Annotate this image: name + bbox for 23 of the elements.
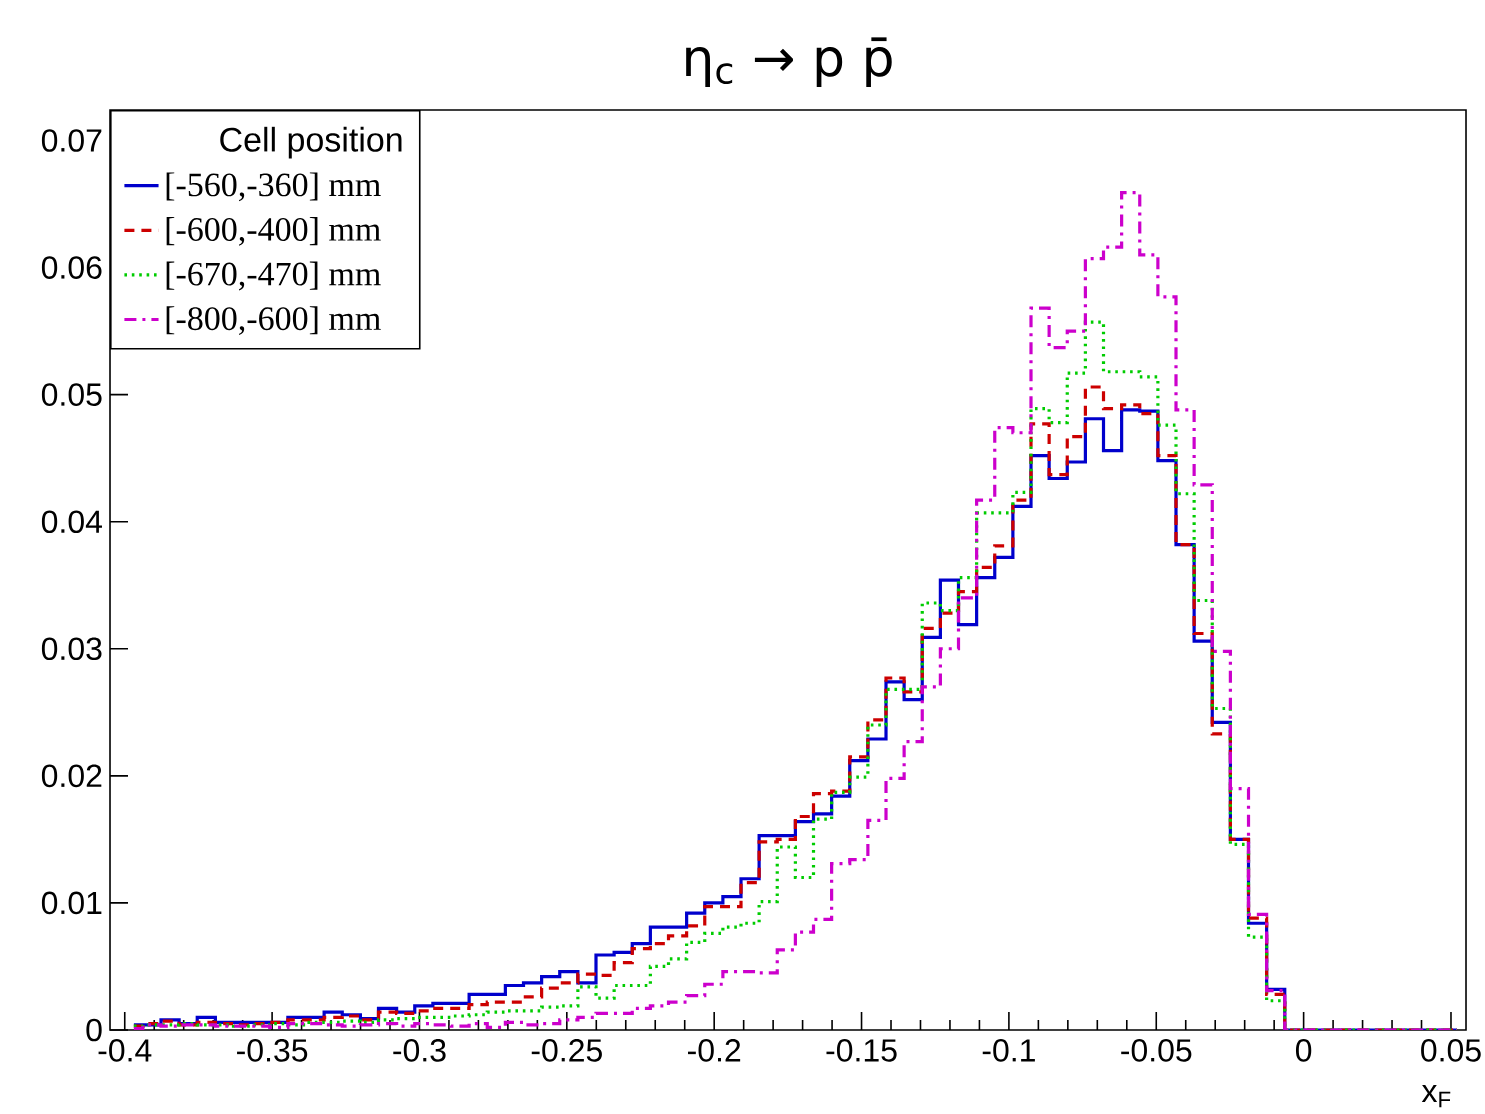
legend-label: [-560,-360] mm <box>166 172 381 202</box>
x-tick-label: -0.3 <box>393 1039 446 1062</box>
y-tick-label: 0.07 <box>41 129 102 152</box>
x-tick-label: -0.15 <box>826 1039 897 1062</box>
y-tick-label: 0.01 <box>41 891 102 915</box>
legend-label: [-800,-600] mm <box>166 306 381 336</box>
chart-title: η$_{c}$ → p p̄ <box>686 37 892 87</box>
x-tick-label: 0 <box>1295 1039 1312 1062</box>
y-tick-label: 0.02 <box>41 764 102 788</box>
y-tick-label: 0.03 <box>41 637 102 661</box>
x-tick-label: -0.2 <box>688 1039 741 1062</box>
y-tick-label: 0.06 <box>41 256 102 279</box>
x-tick-label: -0.35 <box>237 1039 308 1062</box>
x-axis-title: x$_{F}$ <box>1421 1085 1451 1108</box>
x-tick-label: 0.05 <box>1421 1039 1481 1062</box>
legend-label: [-670,-470] mm <box>166 261 381 291</box>
y-tick-label: 0.04 <box>41 510 102 534</box>
legend-label: [-600,-400] mm <box>166 217 381 246</box>
x-tick-label: -0.05 <box>1121 1039 1192 1062</box>
y-tick-label: 0.05 <box>41 383 102 406</box>
legend-title: Cell position <box>220 126 402 159</box>
x-tick-label: -0.25 <box>531 1039 602 1062</box>
x-tick-label: -0.1 <box>982 1039 1035 1062</box>
